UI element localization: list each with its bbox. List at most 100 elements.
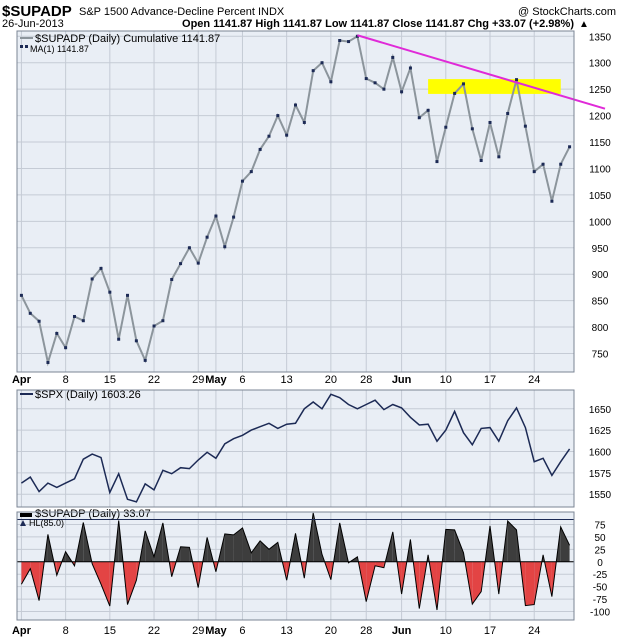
ma-point [338,39,342,43]
ma-point [559,162,563,166]
header-symbol: $SUPADP [2,3,72,20]
histogram-area [445,529,455,562]
ma-point [170,277,174,281]
ma-point [311,69,315,73]
ma-point [382,87,386,91]
ma-point [99,266,103,270]
ma-point [267,134,271,138]
panel-0-y-tick-label: 1250 [589,85,612,96]
panel-0-y-tick-label: 900 [592,270,609,281]
x-label-bottom: 24 [528,625,540,637]
legend-swatch-ma [20,45,23,48]
histogram-area [525,561,535,606]
histogram-area [21,561,31,585]
x-label-top: Apr [12,374,32,386]
x-label-bottom: 28 [360,625,372,637]
ma-point [506,111,510,115]
x-label-bottom: Jun [392,625,412,637]
x-label-bottom: 6 [239,625,245,637]
ma-point [294,103,297,107]
panel-2-y-tick-label: -100 [590,608,610,619]
ma-point [28,311,32,315]
x-label-top: 29 [192,374,204,386]
header-date: 26-Jun-2013 [2,18,64,30]
ma-point [417,116,421,120]
legend-daily: $SUPADP (Daily) 33.07 [35,508,151,520]
ma-point [435,160,439,164]
legend-swatch-hl [20,520,26,526]
ma-point [541,162,545,166]
panel-0-y-tick-label: 950 [592,244,609,255]
histogram-area [180,546,190,562]
header-description: S&P 1500 Advance-Decline Percent INDX [79,6,285,18]
histogram-line [20,512,571,611]
histogram-area [224,533,234,562]
ma-point [214,214,218,218]
ma-point [373,81,377,85]
x-label-bottom: May [205,625,227,637]
ma-point [568,145,572,149]
ma-point [347,40,351,44]
histogram-area [472,561,482,605]
ma-point [523,124,527,128]
ma-point [19,293,23,297]
panel-1-y-tick-label: 1600 [589,447,612,458]
ma-point [64,346,68,350]
ma-point [320,61,324,65]
ma-point [46,360,50,364]
histogram-area [233,527,243,562]
header-copyright: @ StockCharts.com [518,6,616,18]
panel-1-y-tick-label: 1575 [589,469,612,480]
ma-point [453,91,457,95]
ma-point [249,170,253,174]
ma-point [55,331,59,335]
ma-point [134,339,138,343]
histogram-area [268,542,278,562]
x-label-bottom: 17 [484,625,496,637]
histogram-area [260,540,269,562]
x-label-top: 24 [528,374,540,386]
ma-point [329,80,333,84]
ma-point [258,147,262,151]
panel-0-y-tick-label: 800 [592,323,609,334]
histogram-area [127,561,137,605]
x-label-top: Jun [392,374,412,386]
x-label-top: May [205,374,227,386]
histogram-area [100,561,110,607]
ma-point [126,293,130,297]
x-label-top: 17 [484,374,496,386]
panel-0-y-tick-label: 1100 [589,164,611,175]
x-label-top: 20 [325,374,337,386]
ma-point [161,319,165,323]
x-label-top: 13 [281,374,293,386]
x-label-top: 15 [104,374,116,386]
panel-2-y-tick-label: 0 [597,558,603,569]
ma-point [179,262,183,266]
x-label-bottom: 20 [325,625,337,637]
ma-point [187,246,191,250]
ma-point [276,114,280,118]
panel-0-y-tick-label: 850 [592,297,609,308]
highlight-zone [428,79,561,94]
ma-point [117,337,121,341]
ma-point [90,277,94,281]
panel-2-y-tick-label: 25 [594,545,606,556]
ma-point [81,319,85,323]
x-label-bottom: 29 [192,625,204,637]
x-label-top: 8 [63,374,69,386]
ma-point [532,170,536,174]
ma-point [355,34,359,38]
ma-point [232,215,236,219]
panel-0-y-tick-label: 1150 [589,138,611,149]
x-label-bottom: 15 [104,625,116,637]
ma-point [470,127,474,131]
ma-point [108,290,112,294]
legend-ma: MA(1) 1141.87 [30,44,89,54]
histogram-area [251,540,261,562]
spx-line [20,393,571,503]
panel-2-y-tick-label: 50 [594,533,606,544]
panel-2-y-tick-label: -25 [593,570,608,581]
ma-point [196,261,200,265]
